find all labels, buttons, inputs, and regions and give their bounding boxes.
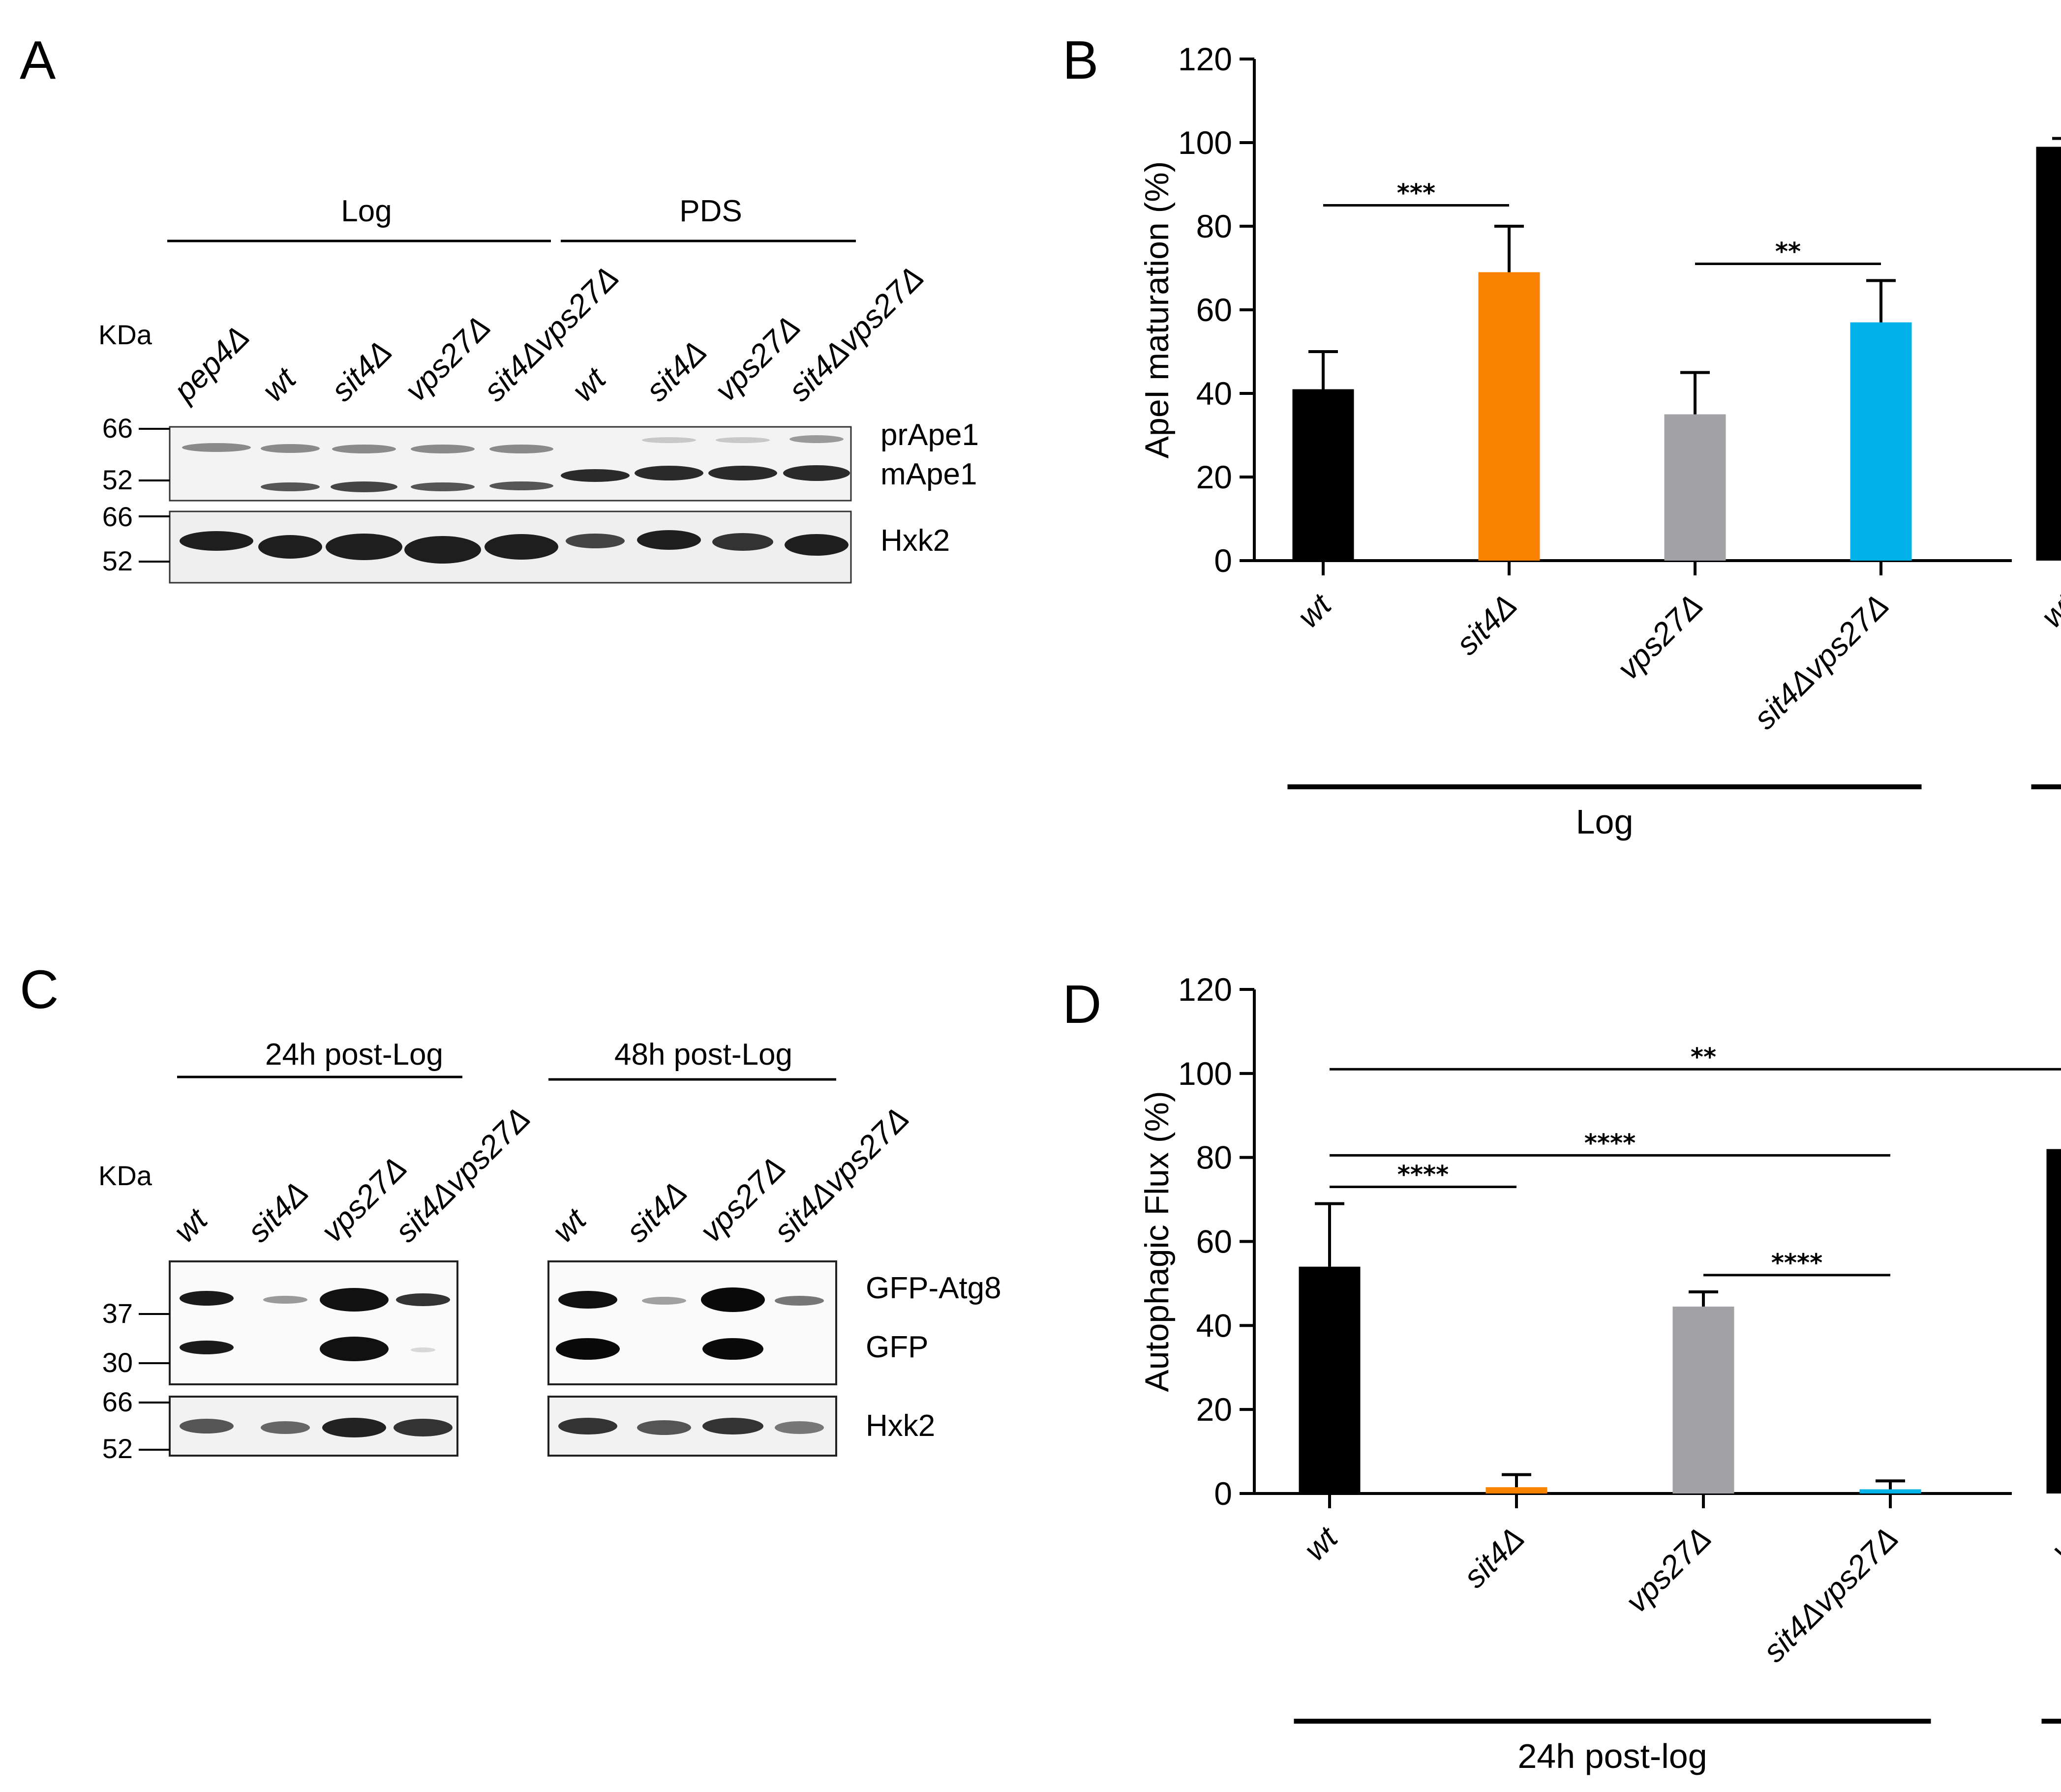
mw-markers-c: 37 30 66 52: [102, 1298, 170, 1464]
y-tick-label: 40: [1196, 375, 1232, 412]
blot-gfp-24h: [169, 1260, 458, 1385]
y-tick-label: 60: [1196, 292, 1232, 328]
bar: [2046, 1149, 2061, 1493]
blot-hxk2-a: [169, 510, 852, 584]
lane-label: sit4Δ: [324, 333, 399, 408]
group-label-48h: 48h post-Log: [614, 1038, 792, 1072]
y-tick-label: 0: [1214, 1475, 1232, 1512]
bar: [1859, 1489, 1921, 1493]
blot-hxk2-48h: [547, 1396, 837, 1457]
bar: [1485, 1487, 1547, 1493]
group-label: Log: [1576, 803, 1634, 841]
lane-label: wt: [546, 1201, 594, 1249]
x-tick-label: wt: [2045, 1519, 2061, 1567]
x-tick-label: sit4Δ: [1456, 1520, 1531, 1595]
chart-apei-maturation: 0 20 40 60 80 100 120 ApeI maturation (%) wt sit4…: [1138, 41, 2061, 841]
mw-label: 52: [102, 464, 133, 495]
y-tick-label: 80: [1196, 1139, 1232, 1176]
y-tick-label: 120: [1178, 971, 1232, 1008]
y-axis-title: ApeI maturation (%): [1138, 161, 1176, 459]
significance-label: ***: [1397, 179, 1435, 208]
x-tick-label: sit4Δvps27Δ: [1747, 587, 1896, 736]
y-axis-title: Autophagic Flux (%): [1138, 1091, 1176, 1392]
significance-label: ****: [1397, 1160, 1449, 1189]
significance-label: **: [1691, 1043, 1716, 1071]
band-label-hxk2: Hxk2: [880, 524, 950, 558]
y-tick-label: 80: [1196, 208, 1232, 244]
blot-gfp-48h: [547, 1260, 837, 1385]
bar: [1664, 414, 1726, 561]
panel-d-letter: D: [1062, 974, 1101, 1035]
lane-label: sit4Δ: [241, 1174, 315, 1249]
lane-labels-c-left: wt sit4Δ vps27Δ sit4Δvps27Δ: [167, 1100, 537, 1249]
band-label-mape1: mApe1: [880, 457, 977, 491]
mw-label: 66: [102, 413, 133, 444]
mw-label: 52: [102, 545, 133, 576]
y-tick-label: 20: [1196, 1391, 1232, 1428]
bar: [1478, 272, 1540, 561]
panel-c-letter: C: [20, 959, 59, 1020]
lane-label: vps27Δ: [398, 309, 497, 408]
y-tick-label: 100: [1178, 124, 1232, 161]
x-tick-label: wt: [2034, 586, 2061, 634]
significance-label: ****: [1771, 1249, 1823, 1277]
lane-label: wt: [167, 1201, 215, 1249]
y-tick-label: 40: [1196, 1307, 1232, 1344]
band-label-hxk2-c: Hxk2: [866, 1409, 935, 1443]
lane-label: wt: [565, 360, 613, 408]
mw-markers-a: 66 52 66 52: [102, 413, 170, 576]
y-tick-label: 100: [1178, 1055, 1232, 1092]
blot-ape1: [169, 426, 852, 502]
mw-label: 37: [102, 1298, 133, 1329]
x-tick-label: sit4Δvps27Δ: [1756, 1520, 1905, 1669]
group-label: 24h post-log: [1517, 1737, 1707, 1775]
x-tick-label: vps27Δ: [1610, 587, 1710, 687]
panel-a-letter: A: [20, 30, 56, 90]
chart-autophagic-flux: 0 20 40 60 80 100 120 Autophagic Flux (%) wt sit4…: [1138, 971, 2061, 1775]
blot-hxk2-24h: [169, 1396, 458, 1457]
lane-label: sit4Δ: [639, 333, 714, 408]
x-tick-label: vps27Δ: [1619, 1520, 1718, 1619]
mw-label: 52: [102, 1433, 133, 1464]
log-group-label: Log: [341, 194, 392, 228]
lane-label: pep4Δ: [166, 319, 256, 409]
mw-label: 66: [102, 1386, 133, 1417]
panel-a: A Log PDS KDa pep4Δ wt sit4Δ vps27Δ sit4…: [20, 30, 979, 584]
panel-b-letter: B: [1062, 30, 1098, 90]
mw-label: 66: [102, 501, 133, 532]
x-tick-label: wt: [1297, 1519, 1345, 1567]
bar: [1299, 1266, 1361, 1493]
pds-group-label: PDS: [679, 194, 742, 228]
group-label-24h: 24h post-Log: [265, 1038, 443, 1072]
significance-label: ****: [1584, 1129, 1636, 1157]
y-tick-label: 20: [1196, 459, 1232, 495]
bar: [2036, 147, 2061, 561]
kda-label: KDa: [98, 319, 152, 350]
kda-label-c: KDa: [98, 1160, 152, 1191]
band-label-gfp-atg8: GFP-Atg8: [866, 1271, 1001, 1305]
x-tick-label: sit4Δ: [1449, 587, 1524, 662]
bar: [1672, 1306, 1734, 1493]
x-tick-label: wt: [1291, 586, 1339, 634]
band-label-prape1: prApe1: [880, 418, 979, 452]
y-tick-label: 120: [1178, 41, 1232, 77]
panel-c: C 24h post-Log 48h post-Log KDa wt sit4Δ…: [20, 959, 1001, 1464]
y-tick-label: 60: [1196, 1224, 1232, 1260]
lane-label: sit4Δ: [619, 1174, 694, 1249]
lane-label: wt: [255, 360, 303, 408]
lane-labels-c-right: wt sit4Δ vps27Δ sit4Δvps27Δ: [546, 1100, 916, 1249]
mw-label: 30: [102, 1347, 133, 1378]
significance-label: **: [1775, 238, 1801, 266]
bar: [1850, 322, 1912, 561]
bar: [1292, 389, 1354, 561]
band-label-gfp: GFP: [866, 1330, 928, 1364]
lane-labels-a: pep4Δ wt sit4Δ vps27Δ sit4Δvps27Δ wt sit…: [166, 259, 931, 409]
y-tick-label: 0: [1214, 542, 1232, 579]
